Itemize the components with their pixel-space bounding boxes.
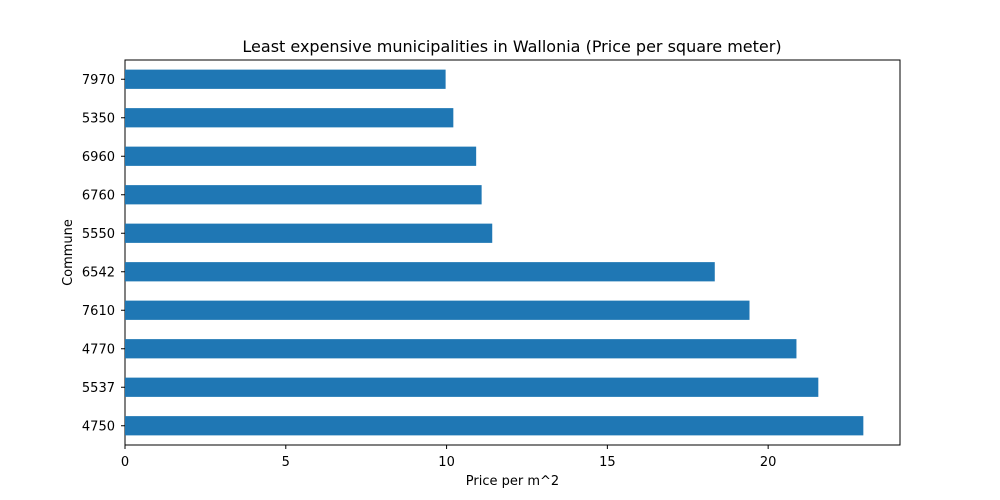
bar-6960 <box>125 146 477 166</box>
y-tick-label: 5350 <box>82 111 115 126</box>
y-axis-label: Commune <box>61 219 76 286</box>
bar-4750 <box>125 416 864 436</box>
y-axis-ticks: 4750 5537 4770 7610 6542 5550 6760 6960 5350 7970 <box>82 73 125 434</box>
bar-7610 <box>125 300 750 320</box>
x-tick-label: 20 <box>760 455 777 470</box>
bar-5350 <box>125 108 454 128</box>
y-tick-label: 4770 <box>82 342 115 357</box>
x-tick-label: 10 <box>438 455 455 470</box>
x-axis-label: Price per m^2 <box>466 474 559 489</box>
x-tick-label: 15 <box>599 455 616 470</box>
bar-5537 <box>125 377 819 397</box>
y-tick-label: 7970 <box>82 73 115 88</box>
plot-area: 4750 5537 4770 7610 6542 5550 6760 6960 5350 7970… <box>82 59 901 470</box>
y-tick-label: 6760 <box>82 188 115 203</box>
x-tick-label: 5 <box>282 455 290 470</box>
bar-6542 <box>125 262 715 282</box>
bars-group <box>125 69 864 436</box>
x-tick-label: 0 <box>121 455 129 470</box>
bar-6760 <box>125 185 482 205</box>
plot-frame <box>124 59 901 446</box>
y-tick-label: 6542 <box>82 265 115 280</box>
bar-4770 <box>125 339 797 359</box>
y-tick-label: 6960 <box>82 150 115 165</box>
y-tick-label: 5537 <box>82 381 115 396</box>
y-tick-label: 5550 <box>82 227 115 242</box>
y-tick-label: 7610 <box>82 304 115 319</box>
chart-title: Least expensive municipalities in Wallon… <box>242 37 781 56</box>
x-axis-ticks: 0 5 10 15 20 <box>121 445 777 470</box>
y-tick-label: 4750 <box>82 419 115 434</box>
bar-5550 <box>125 223 493 243</box>
bar-7970 <box>125 69 446 89</box>
